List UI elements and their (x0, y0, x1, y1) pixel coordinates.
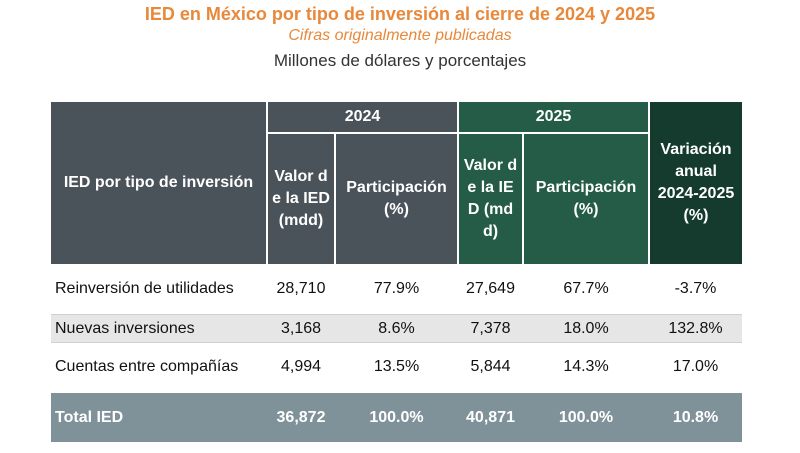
table-row: Reinversión de utilidades 28,710 77.9% 2… (51, 264, 742, 315)
row-label: Nuevas inversiones (51, 314, 267, 343)
row-label: Cuentas entre compañías (51, 342, 267, 393)
page-title: IED en México por tipo de inversión al c… (144, 4, 656, 24)
total-share-2025: 100.0% (523, 391, 649, 442)
cell-value-2025: 7,378 (458, 314, 523, 343)
page-subtitle: Cifras originalmente publicadas (288, 27, 512, 44)
total-share-2024: 100.0% (335, 391, 458, 442)
total-row: Total IED 36,872 100.0% 40,871 100.0% 10… (51, 391, 742, 442)
cell-value-2024: 4,994 (267, 342, 335, 393)
col-header-share-2024: Participación (%) (335, 133, 459, 264)
header-row-years: IED por tipo de inversión 2024 2025 Vari… (51, 102, 742, 264)
total-value-2024: 36,872 (267, 391, 335, 442)
ied-table: IED por tipo de inversión 2024 2025 Vari… (51, 102, 742, 442)
col-header-share-2025: Participación (%) (523, 133, 650, 264)
cell-variation: -3.7% (649, 264, 742, 315)
col-header-2025: 2025 (458, 102, 650, 134)
cell-value-2025: 27,649 (458, 264, 523, 315)
cell-share-2024: 13.5% (335, 342, 458, 393)
header-row-sub: Valor de la IED (mdd) Participación (%) … (51, 133, 742, 264)
cell-share-2024: 8.6% (335, 314, 458, 343)
cell-variation: 17.0% (649, 342, 742, 393)
cell-value-2024: 28,710 (267, 264, 335, 315)
col-header-variation: Variación anual 2024-2025 (%) (649, 102, 742, 264)
col-header-2024: 2024 (267, 102, 459, 134)
cell-share-2025: 14.3% (523, 342, 649, 393)
cell-share-2025: 67.7% (523, 264, 649, 315)
cell-value-2025: 5,844 (458, 342, 523, 393)
total-variation: 10.8% (649, 391, 742, 442)
total-label: Total IED (51, 391, 267, 442)
table-row: Cuentas entre compañías 4,994 13.5% 5,84… (51, 342, 742, 393)
total-value-2025: 40,871 (458, 391, 523, 442)
row-label: Reinversión de utilidades (51, 264, 267, 315)
cell-share-2024: 77.9% (335, 264, 458, 315)
units-caption: Millones de dólares y porcentajes (273, 51, 527, 70)
col-header-value-2024: Valor de la IED (mdd) (267, 133, 336, 264)
cell-value-2024: 3,168 (267, 314, 335, 343)
col-header-value-2025: Valor de la IED (mdd) (458, 133, 524, 264)
cell-variation: 132.8% (649, 314, 742, 343)
cell-share-2025: 18.0% (523, 314, 649, 343)
table-row: Nuevas inversiones 3,168 8.6% 7,378 18.0… (51, 314, 742, 343)
col-header-type: IED por tipo de inversión (51, 102, 268, 264)
